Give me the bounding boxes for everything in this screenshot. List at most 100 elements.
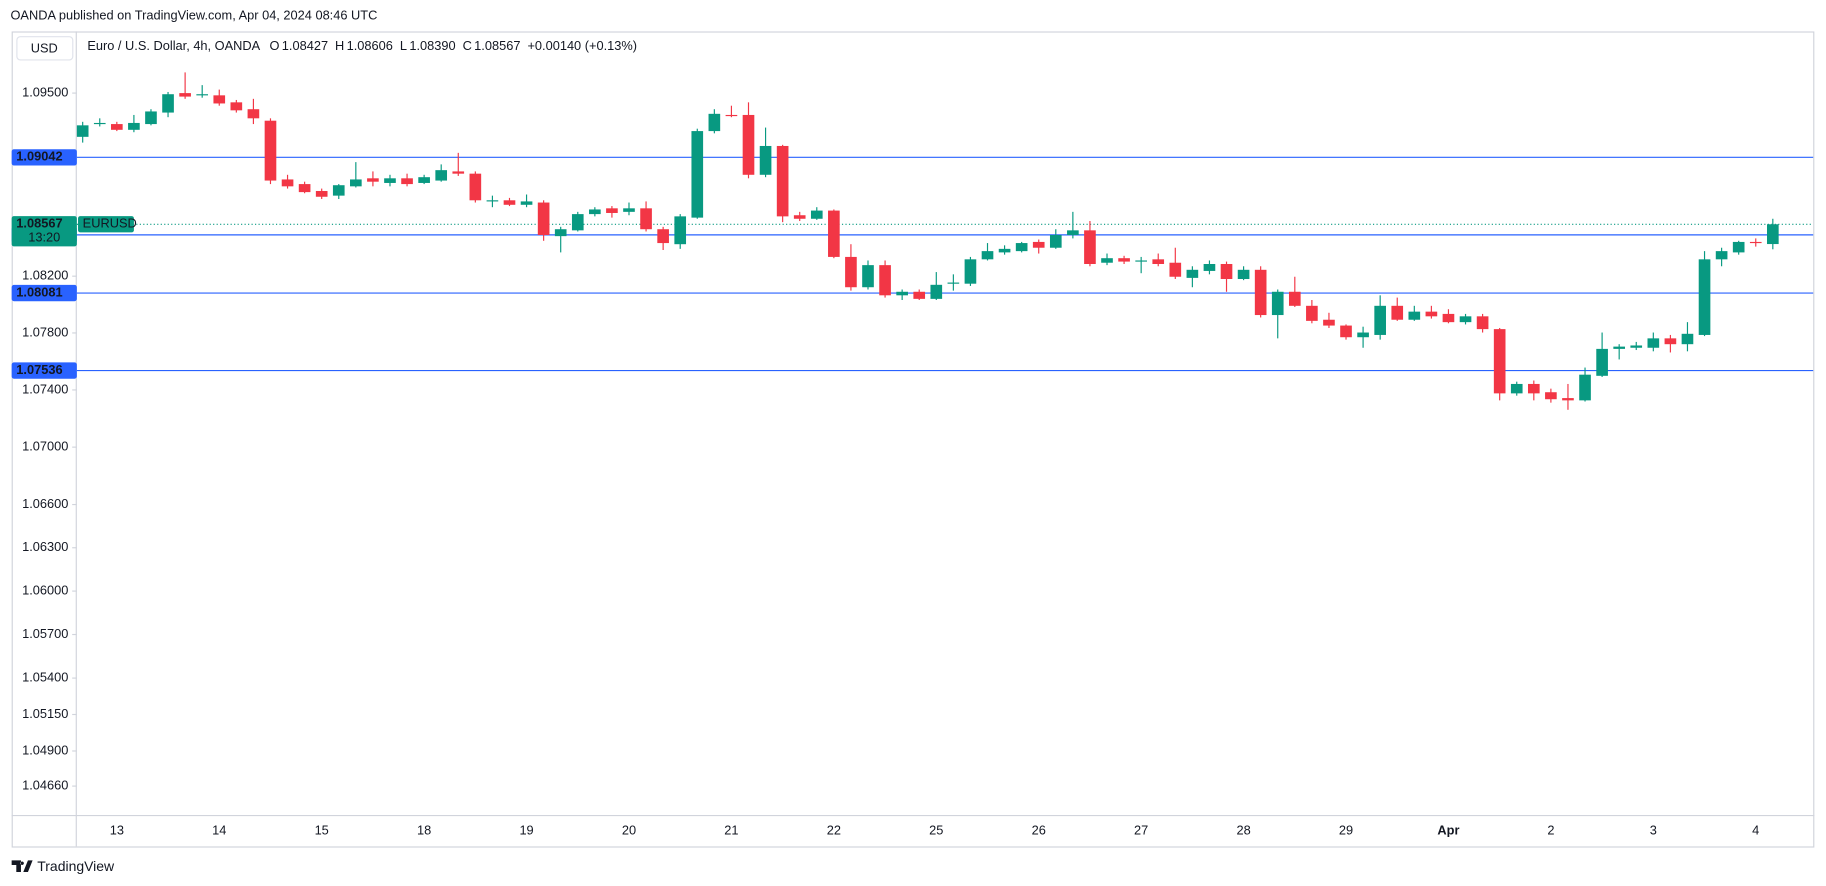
- x-tick-label: 28: [1236, 823, 1250, 838]
- candle-body: [589, 209, 601, 215]
- candle-body: [1664, 338, 1677, 345]
- candle-body: [298, 184, 311, 193]
- legend-ohlc-value: 1.08567: [474, 38, 520, 53]
- candle-body: [1015, 243, 1028, 252]
- pane-border: [11, 31, 1815, 848]
- candle-body: [384, 178, 396, 183]
- candle-body: [998, 248, 1011, 253]
- candle-body: [1715, 251, 1728, 260]
- candle-body: [1340, 325, 1352, 338]
- candle-body: [315, 190, 328, 197]
- y-tick-label: 1.08200: [22, 268, 68, 283]
- candle-body: [367, 178, 379, 182]
- currency-box[interactable]: [16, 36, 74, 61]
- candle-body: [418, 177, 430, 183]
- candle-body: [1493, 329, 1506, 394]
- candle-body: [1510, 383, 1523, 394]
- price-line-label: 1.08081: [16, 284, 62, 299]
- x-tick-label: 25: [929, 823, 943, 838]
- candle-body: [896, 291, 908, 296]
- candle-body: [93, 122, 106, 125]
- candle-body: [1067, 230, 1079, 236]
- currency[interactable]: USD: [31, 40, 58, 55]
- candle-body: [913, 291, 926, 299]
- y-tick-label: 1.05150: [22, 706, 68, 721]
- y-tick-label: 1.04900: [22, 742, 68, 757]
- countdown-label: 13:20: [28, 230, 60, 245]
- candle-body: [1459, 316, 1472, 323]
- candle-body: [128, 122, 140, 130]
- candle-body: [1630, 345, 1643, 348]
- candle-body: [776, 145, 789, 217]
- legend-change: +0.00140 (+0.13%): [527, 38, 637, 53]
- price-line-label: 1.09042: [16, 149, 62, 164]
- x-tick-label: Apr: [1437, 823, 1459, 838]
- candle-body: [350, 179, 362, 187]
- candle-body: [76, 125, 89, 137]
- y-tick-label: 1.06600: [22, 496, 68, 511]
- x-tick-label: 13: [110, 823, 124, 838]
- candle-body: [1442, 313, 1455, 323]
- candle-body: [213, 95, 226, 104]
- candle-body: [162, 94, 174, 113]
- x-tick-label: 2: [1547, 823, 1554, 838]
- candle-body: [571, 214, 584, 231]
- legend-ohlc-label: O: [270, 38, 280, 53]
- x-tick-label: 21: [724, 823, 738, 838]
- legend-title: Euro / U.S. Dollar, 4h, OANDA: [87, 38, 260, 53]
- candle-body: [1152, 259, 1165, 264]
- candle-body: [623, 208, 635, 212]
- brand: TradingView: [37, 858, 115, 874]
- x-tick-label: 22: [827, 823, 841, 838]
- y-tick-label: 1.05400: [22, 669, 68, 684]
- candle-body: [691, 131, 704, 218]
- candle-body: [759, 145, 772, 175]
- candle-body: [401, 178, 413, 185]
- candle-body: [640, 208, 652, 230]
- candle-body: [1647, 338, 1660, 348]
- candle-body: [725, 114, 738, 117]
- x-tick-label: 15: [315, 823, 329, 838]
- candle-body: [1545, 392, 1557, 400]
- candle-body: [1681, 333, 1694, 345]
- candle-body: [1357, 332, 1369, 338]
- legend-ohlc-value: 1.08606: [347, 38, 393, 53]
- y-tick-label: 1.09500: [22, 84, 68, 99]
- candle-body: [1288, 291, 1301, 306]
- candle-body: [879, 265, 891, 296]
- candle-body: [1203, 263, 1216, 271]
- candle-body: [1767, 224, 1779, 245]
- candle-body: [810, 210, 823, 219]
- price-line-label-box: [11, 149, 77, 166]
- x-tick-label: 4: [1752, 823, 1759, 838]
- legend-ohlc-value: 1.08427: [282, 38, 328, 53]
- y-tick-label: 1.07800: [22, 324, 68, 339]
- candle-body: [1323, 319, 1335, 326]
- symbol-box: [78, 216, 134, 233]
- legend-ohlc-label: C: [463, 38, 472, 53]
- y-tick-label: 1.04660: [22, 777, 68, 792]
- y-tick-label: 1.06000: [22, 582, 68, 597]
- symbol-label: EURUSD: [83, 216, 137, 231]
- candle-body: [657, 229, 669, 244]
- candle-body: [964, 259, 977, 284]
- candle-body: [1101, 258, 1113, 263]
- price-line-label: 1.07536: [16, 362, 62, 377]
- y-tick-label: 1.07400: [22, 381, 68, 396]
- y-tick-label: 1.06300: [22, 539, 68, 554]
- y-tick-label: 1.05700: [22, 626, 68, 641]
- candle-body: [1032, 241, 1045, 248]
- candle-body: [1084, 230, 1096, 264]
- candle-body: [981, 251, 994, 260]
- candle-body: [554, 229, 567, 237]
- candle-body: [1476, 316, 1489, 330]
- candle-body: [1391, 305, 1404, 320]
- last-price-box: [11, 216, 77, 247]
- candle-body: [845, 256, 857, 288]
- candle-body: [1254, 269, 1267, 316]
- candle-body: [1562, 398, 1574, 401]
- candle-body: [486, 200, 499, 202]
- legend-ohlc-value: 1.08390: [409, 38, 455, 53]
- candle-body: [179, 93, 191, 97]
- x-tick-label: 20: [622, 823, 636, 838]
